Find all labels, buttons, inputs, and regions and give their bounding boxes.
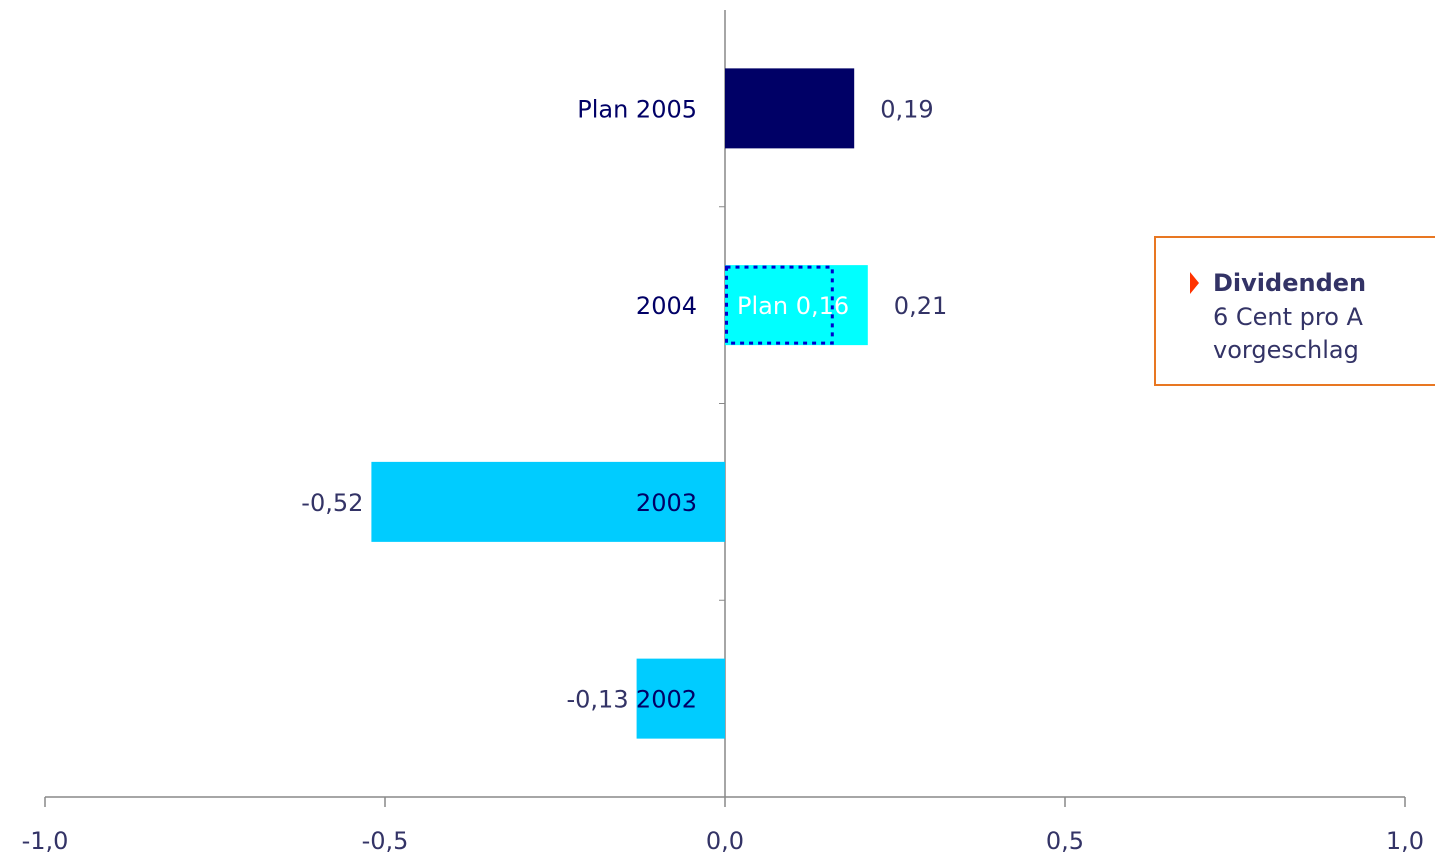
bar xyxy=(725,68,854,148)
callout-line: vorgeschlag xyxy=(1213,336,1359,364)
callout-line: 6 Cent pro A xyxy=(1213,303,1364,331)
value-label: -0,52 xyxy=(301,489,363,517)
value-label: 0,19 xyxy=(880,95,933,123)
category-label: Plan 2005 xyxy=(577,95,697,123)
chart: Dividenden 6 Cent pro A vorgeschlag -1,0… xyxy=(0,0,1435,861)
x-tick-label: 1,0 xyxy=(1386,827,1424,855)
x-tick-label: -1,0 xyxy=(22,827,69,855)
category-label: 2003 xyxy=(636,489,697,517)
x-tick-label: 0,0 xyxy=(706,827,744,855)
value-label: 0,21 xyxy=(894,292,947,320)
category-label: 2002 xyxy=(636,686,697,714)
x-tick-label: -0,5 xyxy=(362,827,409,855)
value-label: -0,13 xyxy=(566,686,628,714)
plan-label: Plan 0,16 xyxy=(737,292,849,320)
category-label: 2004 xyxy=(636,292,697,320)
callout-title: Dividenden xyxy=(1213,269,1366,297)
x-tick-label: 0,5 xyxy=(1046,827,1084,855)
